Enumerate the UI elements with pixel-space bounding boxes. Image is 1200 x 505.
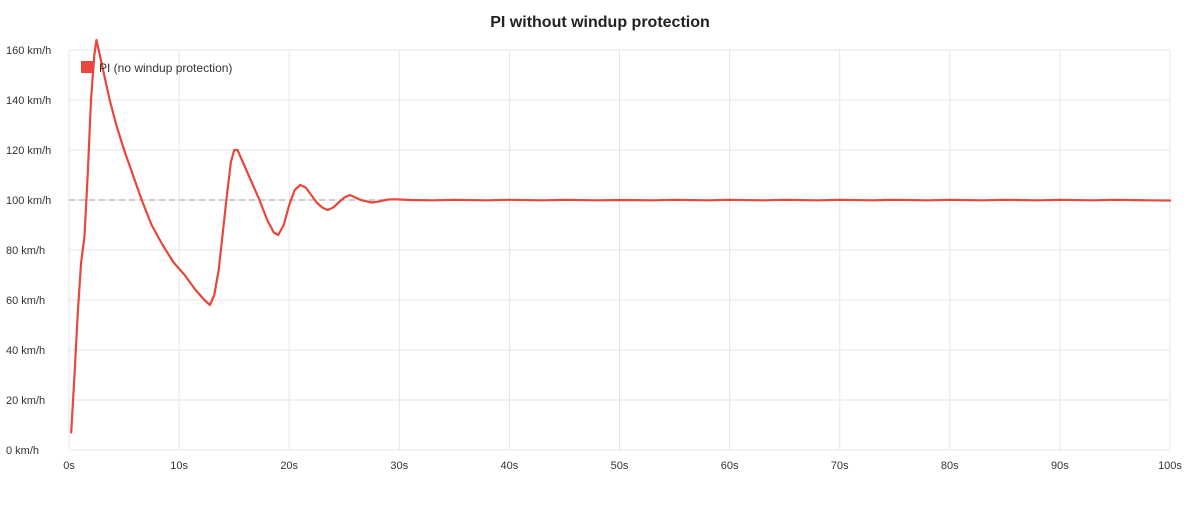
x-tick-label: 0s [63,460,75,472]
chart-title: PI without windup protection [490,14,710,31]
x-tick-label: 20s [280,460,298,472]
y-tick-label: 40 km/h [6,345,45,357]
y-axis-ticks: 0 km/h 20 km/h 40 km/h 60 km/h 80 km/h 100 km… [6,45,51,457]
x-tick-label: 50s [611,460,629,472]
x-tick-label: 70s [831,460,849,472]
y-tick-label: 140 km/h [6,95,51,107]
y-tick-label: 80 km/h [6,245,45,257]
series-layer [70,38,1172,434]
x-axis-ticks: 0s 10s 20s 30s 40s 50s 60s 70s 80s 90s 100s [63,460,1182,472]
grid-lines [68,49,1171,451]
x-tick-label: 80s [941,460,959,472]
x-tick-label: 30s [390,460,408,472]
series-line[interactable] [70,38,1172,434]
legend[interactable]: PI (no windup protection) [81,61,232,75]
y-tick-label: 120 km/h [6,145,51,157]
legend-swatch [81,61,93,73]
y-tick-label: 100 km/h [6,195,51,207]
y-tick-label: 0 km/h [6,445,39,457]
x-tick-label: 10s [170,460,188,472]
x-tick-label: 40s [501,460,519,472]
legend-label: PI (no windup protection) [99,61,232,75]
x-tick-label: 60s [721,460,739,472]
y-tick-label: 160 km/h [6,45,51,57]
x-tick-label: 100s [1158,460,1182,472]
x-tick-label: 90s [1051,460,1069,472]
y-tick-label: 60 km/h [6,295,45,307]
y-tick-label: 20 km/h [6,395,45,407]
